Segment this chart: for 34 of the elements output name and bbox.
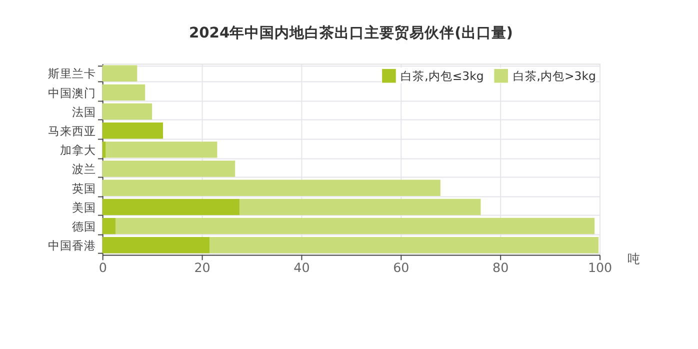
y-tick-label: 加拿大 [60, 143, 96, 158]
y-tick-label: 美国 [72, 200, 96, 214]
y-tick-label: 斯里兰卡 [48, 66, 96, 81]
bar [210, 237, 599, 254]
bar [102, 103, 152, 120]
bar [102, 65, 138, 82]
bar [102, 180, 440, 196]
bar [102, 198, 240, 216]
bar [240, 198, 481, 216]
legend-label: 白茶,内包>3kg [512, 68, 596, 83]
y-tick-label: 法国 [72, 104, 96, 119]
x-tick-label: 100 [588, 260, 612, 275]
bar [102, 237, 210, 254]
bar [102, 160, 236, 177]
x-tick-label: 40 [294, 260, 310, 275]
y-tick-label: 德国 [72, 219, 96, 234]
x-tick-label: 60 [393, 260, 410, 275]
bar [102, 218, 116, 234]
y-tick-label: 中国澳门 [48, 86, 96, 100]
chart-title: 2024年中国内地白茶出口主要贸易伙伴(出口量) [188, 23, 513, 42]
y-tick-label: 马来西亚 [48, 124, 96, 138]
y-tick-label: 中国香港 [48, 238, 96, 253]
x-tick-label: 20 [194, 260, 210, 275]
x-tick-label: 80 [492, 260, 509, 275]
bar [102, 142, 106, 158]
y-tick-label: 波兰 [72, 162, 96, 176]
bar [106, 142, 218, 158]
y-tick-label: 英国 [72, 181, 96, 196]
bar [102, 122, 164, 139]
bar [102, 84, 146, 101]
bar [116, 218, 595, 234]
x-axis-title: 吨 [627, 251, 640, 266]
x-tick-label: 0 [98, 260, 107, 275]
legend-label: 白茶,内包≤3kg [400, 68, 484, 83]
